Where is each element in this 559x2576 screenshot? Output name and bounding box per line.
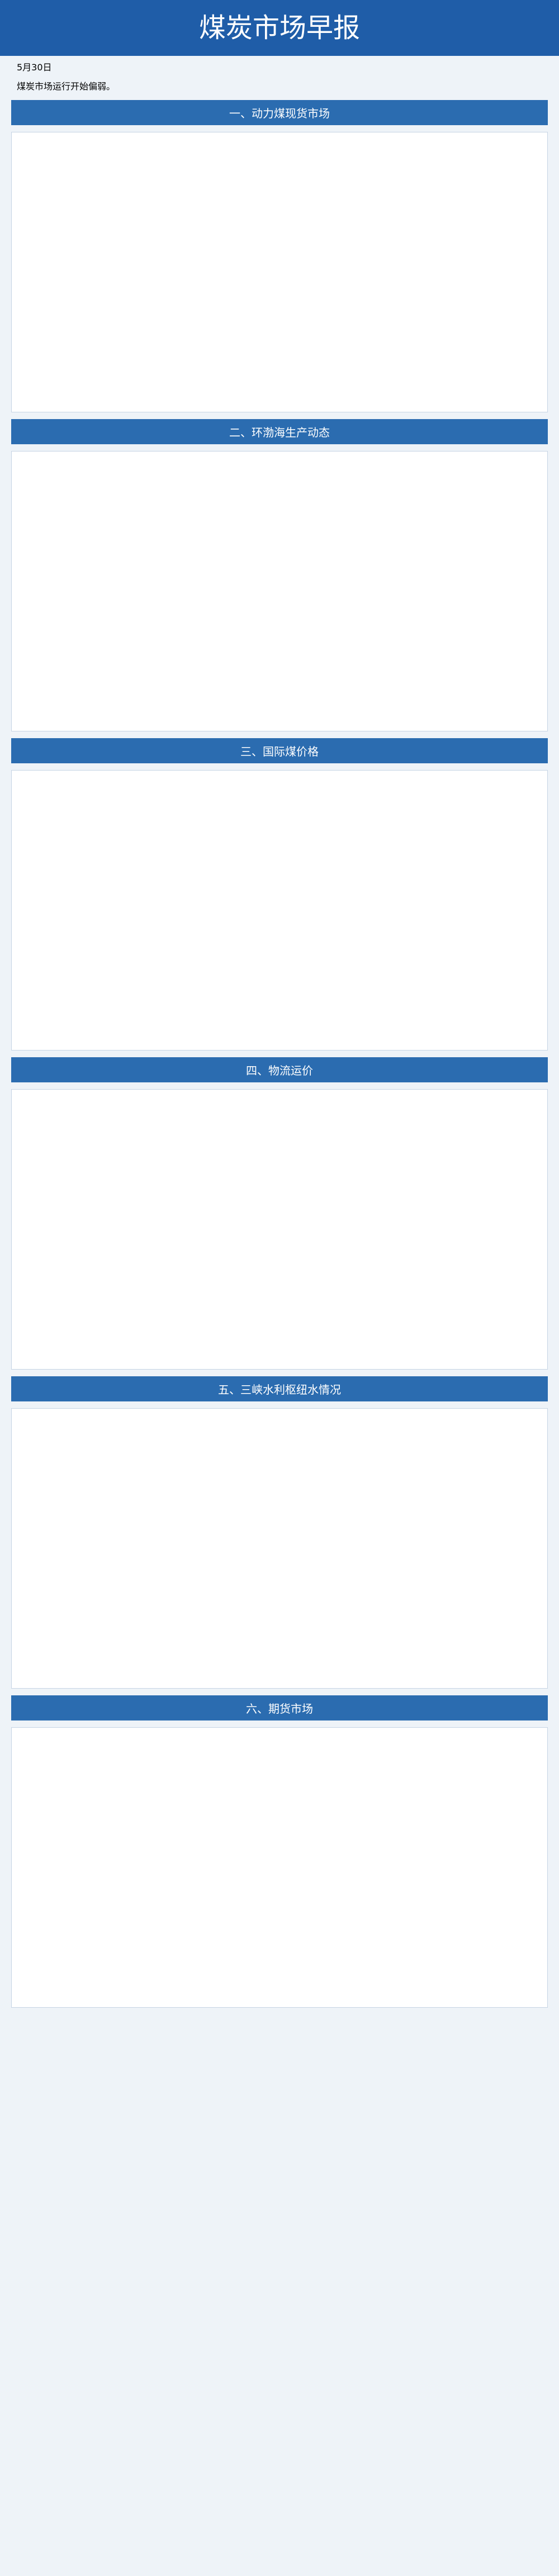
title: 煤炭市场早报 (0, 0, 559, 56)
intro: 煤炭市场运行开始偏弱。 (17, 80, 116, 92)
section-header: 六、期货市场 (11, 1695, 548, 1721)
section-header: 一、动力煤现货市场 (11, 100, 548, 126)
section-header: 五、三峡水利枢纽水情况 (11, 1376, 548, 1402)
date: 5月30日 (17, 62, 52, 73)
section-header: 二、环渤海生产动态 (11, 419, 548, 445)
section-header: 四、物流运价 (11, 1057, 548, 1083)
section-header: 三、国际煤价格 (11, 738, 548, 764)
